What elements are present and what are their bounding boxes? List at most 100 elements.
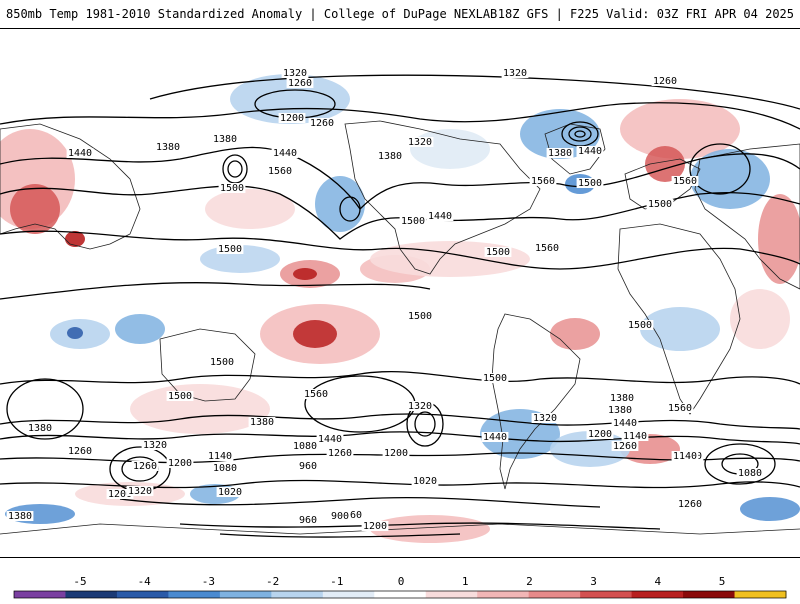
colorbar-tick-label: -5 bbox=[73, 575, 86, 588]
contour-label: 960 bbox=[299, 461, 317, 472]
map-title: 850mb Temp 1981-2010 Standardized Anomal… bbox=[6, 7, 498, 21]
colorbar-segment bbox=[631, 591, 684, 598]
contour-label: 1320 bbox=[408, 401, 432, 412]
colorbar-tick-label: 2 bbox=[526, 575, 533, 588]
colorbar-tick-label: 0 bbox=[398, 575, 405, 588]
colorbar-segment bbox=[271, 591, 324, 598]
contour-label-bg bbox=[501, 68, 529, 78]
contour-label: 1200 bbox=[168, 458, 192, 469]
colorbar-tick-label: 1 bbox=[462, 575, 469, 588]
contour-label-bg bbox=[606, 405, 634, 415]
contour-label: 1080 bbox=[213, 463, 237, 474]
contour-label-bg bbox=[211, 463, 239, 473]
warm-anomaly-patch bbox=[293, 268, 317, 280]
colorbar-segment bbox=[528, 591, 581, 598]
contour-label: 1140 bbox=[623, 431, 647, 442]
warm-anomaly-patch bbox=[10, 184, 60, 234]
contour-label-bg bbox=[671, 451, 699, 461]
contour-label-bg bbox=[106, 489, 134, 499]
colorbar-tick-label: 3 bbox=[590, 575, 597, 588]
contour-label: 1560 bbox=[673, 176, 697, 187]
contour-label-bg bbox=[426, 211, 454, 221]
closed-low-contour bbox=[227, 160, 243, 178]
contour-label: 1260 bbox=[328, 448, 352, 459]
colorbar-segment bbox=[14, 591, 66, 598]
contour-label: 1500 bbox=[408, 311, 432, 322]
colorbar-segment bbox=[168, 591, 221, 598]
colorbar-segment bbox=[65, 591, 118, 598]
contour-label-bg bbox=[608, 393, 636, 403]
closed-low-contour bbox=[6, 378, 84, 440]
contour-label-bg bbox=[329, 511, 351, 521]
contour-label: 1500 bbox=[578, 178, 602, 189]
antarctica-outline bbox=[0, 523, 800, 535]
colorbar-segment bbox=[683, 591, 736, 598]
contour-label: 1500 bbox=[483, 373, 507, 384]
contour-label-bg bbox=[406, 311, 434, 321]
contour-label: 1380 bbox=[608, 405, 632, 416]
contour-label: 1440 bbox=[613, 418, 637, 429]
contour-label: 1440 bbox=[483, 432, 507, 443]
colorbar-segment bbox=[374, 591, 427, 598]
contour-label: 1020 bbox=[413, 476, 437, 487]
contour-label: 1260 bbox=[133, 461, 157, 472]
colorbar-tick-label: 4 bbox=[654, 575, 661, 588]
contour-label-bg bbox=[316, 434, 344, 444]
contour-label-bg bbox=[166, 391, 194, 401]
asia-west-outline bbox=[0, 123, 141, 250]
contour-label-bg bbox=[376, 151, 404, 161]
contour-label: 1260 bbox=[653, 76, 677, 87]
contour-label: 1260 bbox=[678, 499, 702, 510]
contour-label-bg bbox=[216, 244, 244, 254]
australia-outline bbox=[159, 328, 256, 402]
contour-label-bg bbox=[531, 413, 559, 423]
contour-label: 960 bbox=[299, 515, 317, 526]
contour-label-bg bbox=[26, 423, 54, 433]
contour-label-bg bbox=[278, 113, 306, 123]
europe-outline bbox=[624, 158, 701, 210]
contour-label-bg bbox=[736, 468, 764, 478]
contour-label: 1320 bbox=[128, 486, 152, 497]
contour-label: 1380 bbox=[156, 142, 180, 153]
contour-label-bg bbox=[676, 499, 704, 509]
south-america-outline bbox=[491, 313, 581, 490]
cool-anomaly-patch bbox=[115, 314, 165, 344]
contour-label: 1440 bbox=[428, 211, 452, 222]
warm-anomaly-patch bbox=[758, 194, 800, 284]
contour-line bbox=[0, 185, 800, 240]
contour-label: 1560 bbox=[668, 403, 692, 414]
contour-label-bg bbox=[611, 418, 639, 428]
contour-label: 1380 bbox=[8, 511, 32, 522]
closed-low-contour bbox=[414, 411, 436, 437]
contour-label-bg bbox=[586, 429, 614, 439]
contour-label-bg bbox=[297, 515, 319, 525]
map-header: 850mb Temp 1981-2010 Standardized Anomal… bbox=[0, 0, 800, 28]
contour-label-bg bbox=[302, 389, 330, 399]
warm-anomaly-patch bbox=[293, 320, 337, 348]
contour-line bbox=[0, 371, 800, 385]
asia-outline bbox=[694, 143, 800, 290]
contour-label: 1380 bbox=[28, 423, 52, 434]
contour-label: 900 bbox=[331, 511, 349, 522]
contour-line bbox=[0, 230, 800, 270]
closed-low-contour bbox=[339, 196, 361, 222]
contour-label: 1500 bbox=[628, 320, 652, 331]
colorbar-outline bbox=[13, 590, 787, 599]
contour-label-bg bbox=[166, 458, 194, 468]
contour-label: 1500 bbox=[220, 183, 244, 194]
contour-label: 1200 bbox=[384, 448, 408, 459]
contour-label: 1200 bbox=[588, 429, 612, 440]
contour-label: 1260 bbox=[613, 441, 637, 452]
contour-label: 1140 bbox=[208, 451, 232, 462]
contour-label: 1440 bbox=[318, 434, 342, 445]
contour-label-bg bbox=[576, 146, 604, 156]
contour-label: 1320 bbox=[283, 68, 307, 79]
contour-label: 1440 bbox=[273, 148, 297, 159]
contour-label: 1500 bbox=[218, 244, 242, 255]
warm-anomaly-patch bbox=[730, 289, 790, 349]
colorbar-tick-label: -1 bbox=[330, 575, 343, 588]
colorbar-tick-label: -2 bbox=[266, 575, 279, 588]
contour-label-bg bbox=[211, 134, 239, 144]
